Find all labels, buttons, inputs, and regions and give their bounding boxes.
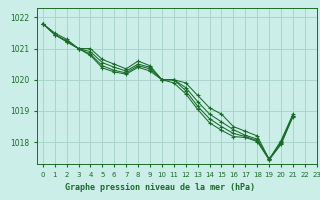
Text: Graphe pression niveau de la mer (hPa): Graphe pression niveau de la mer (hPa) — [65, 183, 255, 192]
